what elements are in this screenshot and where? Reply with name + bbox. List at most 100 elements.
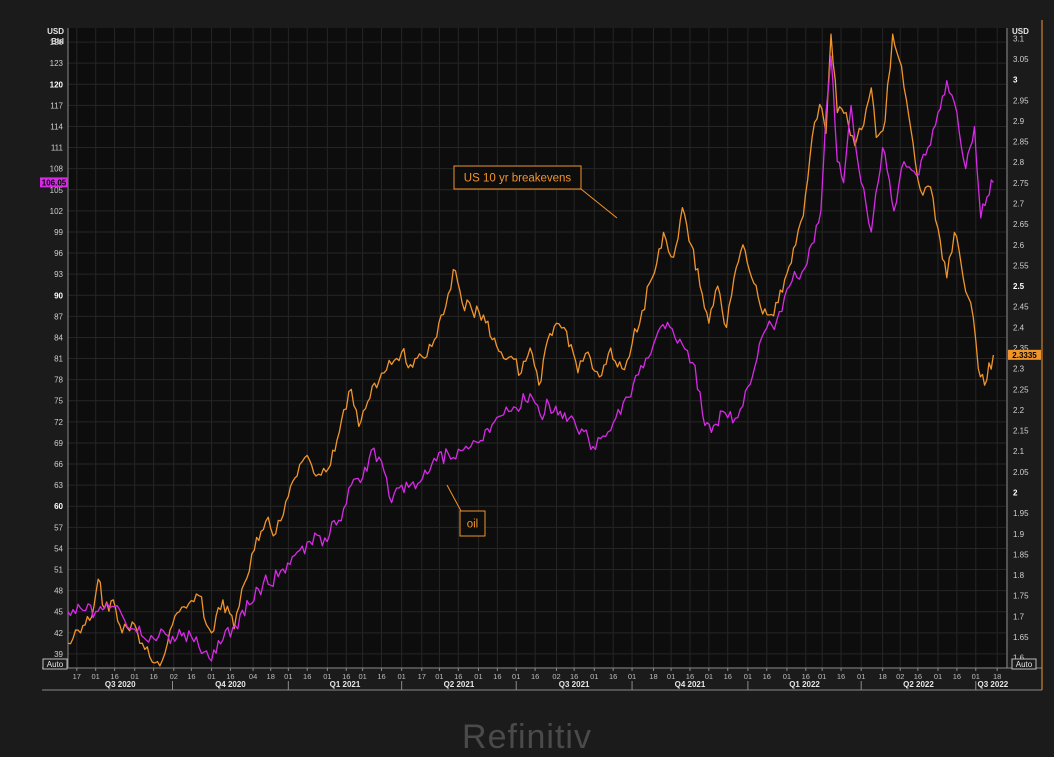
x-day-label: 16 <box>724 672 732 681</box>
x-day-label: 18 <box>267 672 275 681</box>
x-day-label: 16 <box>493 672 501 681</box>
annotation-leader-oil <box>446 484 462 512</box>
right-tick-label: 1.8 <box>1013 571 1025 580</box>
right-tick-label: 1.85 <box>1013 550 1029 559</box>
chart: USDBbl3942454851545760636669727578818487… <box>40 20 1043 691</box>
x-day-label: 01 <box>972 672 980 681</box>
x-day-label: 16 <box>342 672 350 681</box>
quarter-label: Q1 2021 <box>330 680 361 689</box>
x-day-label: 17 <box>73 672 81 681</box>
left-tick-label: 120 <box>50 80 64 89</box>
left-tick-label: 57 <box>54 523 63 532</box>
left-tick-label: 108 <box>50 165 64 174</box>
x-day-label: 16 <box>531 672 539 681</box>
annotations: US 10 yr breakevens oil <box>446 165 618 537</box>
right-tick-label: 2.6 <box>1013 241 1025 250</box>
right-tick-label: 2.95 <box>1013 96 1029 105</box>
left-tick-label: 78 <box>54 376 63 385</box>
x-day-label: 01 <box>744 672 752 681</box>
x-day-label: 16 <box>609 672 617 681</box>
left-tick-label: 105 <box>50 186 64 195</box>
right-tick-label: 2.35 <box>1013 344 1029 353</box>
quarter-label: Q3 2022 <box>978 680 1009 689</box>
x-day-label: 16 <box>763 672 771 681</box>
left-tick-label: 84 <box>54 333 63 342</box>
right-last-value-badge <box>1008 349 1041 360</box>
right-tick-label: 2.75 <box>1013 179 1029 188</box>
left-tick-label: 72 <box>54 418 63 427</box>
series-line-oil <box>67 55 994 662</box>
x-day-label: 16 <box>149 672 157 681</box>
x-day-label: 16 <box>686 672 694 681</box>
x-day-label: 01 <box>131 672 139 681</box>
left-tick-label: 117 <box>50 101 63 110</box>
annotation-box-breakevens <box>453 165 582 190</box>
left-tick-label: 87 <box>54 312 63 321</box>
right-tick-label: 3.1 <box>1013 34 1025 43</box>
x-day-label: 01 <box>857 672 865 681</box>
left-auto-button[interactable] <box>42 658 68 670</box>
left-tick-label: 96 <box>54 249 63 258</box>
quarter-label: Q1 2022 <box>789 680 820 689</box>
right-tick-label: 2.8 <box>1013 158 1025 167</box>
left-last-value-label: 106.05 <box>42 178 67 187</box>
right-axis-unit: USD <box>1012 27 1029 36</box>
x-day-label: 01 <box>474 672 482 681</box>
right-tick-label: 2.2 <box>1013 406 1025 415</box>
x-day-label: 18 <box>878 672 886 681</box>
left-tick-label: 48 <box>54 587 63 596</box>
x-day-label: 17 <box>418 672 426 681</box>
x-day-label: 16 <box>837 672 845 681</box>
quarter-label: Q4 2021 <box>675 680 706 689</box>
left-tick-label: 75 <box>54 397 63 406</box>
quarter-label: Q3 2021 <box>559 680 590 689</box>
right-tick-label: 2.4 <box>1013 323 1025 332</box>
x-day-label: 16 <box>454 672 462 681</box>
annotation-box-oil <box>459 510 486 537</box>
x-day-label: 02 <box>170 672 178 681</box>
right-tick-label: 2.1 <box>1013 447 1025 456</box>
left-tick-label: 45 <box>54 608 63 617</box>
x-day-label: 16 <box>953 672 961 681</box>
right-tick-label: 1.75 <box>1013 592 1029 601</box>
x-day-label: 16 <box>377 672 385 681</box>
left-tick-label: 63 <box>54 481 63 490</box>
right-tick-label: 2.55 <box>1013 261 1029 270</box>
quarter-label: Q4 2020 <box>215 680 246 689</box>
right-tick-label: 1.6 <box>1013 654 1025 663</box>
right-last-value-label: 2.3335 <box>1012 351 1037 360</box>
left-tick-label: 54 <box>54 544 63 553</box>
right-tick-label: 1.65 <box>1013 633 1029 642</box>
x-day-label: 02 <box>896 672 904 681</box>
left-tick-label: 102 <box>50 207 64 216</box>
x-day-label: 01 <box>667 672 675 681</box>
annotation-text-breakevens: US 10 yr breakevens <box>464 173 572 185</box>
right-tick-label: 2.3 <box>1013 365 1025 374</box>
series-layer <box>67 33 995 667</box>
left-tick-label: 99 <box>54 228 63 237</box>
right-auto-button[interactable] <box>1011 658 1037 670</box>
x-day-label: 01 <box>783 672 791 681</box>
right-tick-label: 3.05 <box>1013 55 1029 64</box>
left-axis-unit-2: Bbl <box>51 37 64 46</box>
left-tick-label: 81 <box>54 355 63 364</box>
left-tick-label: 111 <box>51 144 64 153</box>
right-tick-label: 3 <box>1013 76 1018 85</box>
right-auto-label: Auto <box>1016 660 1033 669</box>
x-day-label: 16 <box>570 672 578 681</box>
x-day-label: 01 <box>323 672 331 681</box>
annotation-text-oil: oil <box>467 519 479 531</box>
x-day-label: 01 <box>934 672 942 681</box>
right-tick-label: 2.7 <box>1013 199 1025 208</box>
left-tick-label: 69 <box>54 439 63 448</box>
left-tick-label: 90 <box>54 291 63 300</box>
x-day-label: 01 <box>284 672 292 681</box>
left-tick-label: 39 <box>54 650 63 659</box>
x-day-label: 01 <box>92 672 100 681</box>
left-auto-label: Auto <box>47 660 64 669</box>
left-tick-label: 51 <box>54 566 63 575</box>
x-day-label: 16 <box>303 672 311 681</box>
right-tick-label: 2.15 <box>1013 427 1029 436</box>
x-day-label: 01 <box>818 672 826 681</box>
x-day-label: 01 <box>628 672 636 681</box>
